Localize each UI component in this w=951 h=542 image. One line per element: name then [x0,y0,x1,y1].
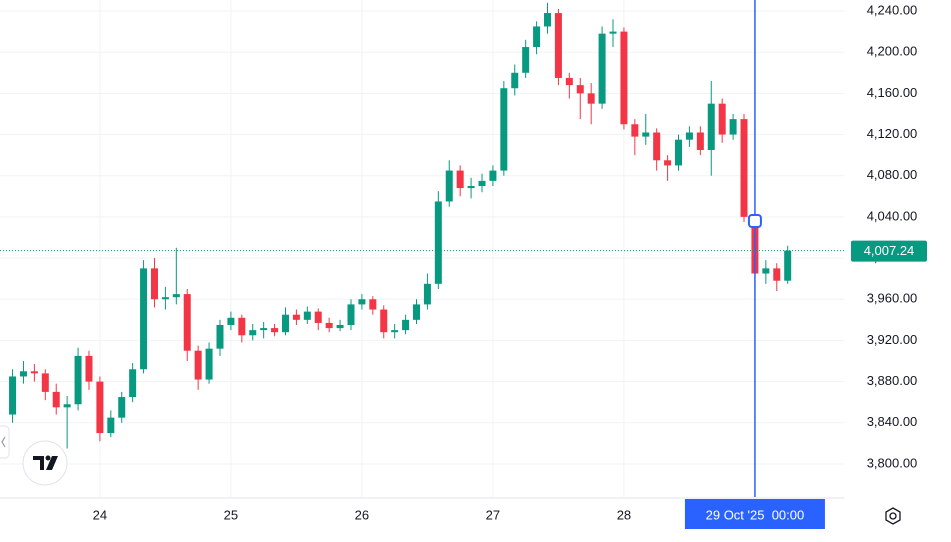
candle-body [216,324,224,349]
candle-body [696,132,704,150]
candle-body [63,404,71,408]
candle-body [522,47,530,73]
candle-body [554,13,562,78]
x-tick-label: 26 [355,507,369,522]
candle-body [347,304,355,325]
candle-body [30,371,38,374]
candle-body [314,311,322,323]
y-tick-label: 3,880.00 [867,373,918,388]
candle-body [576,85,584,94]
candle-body [183,294,191,351]
y-tick-label: 4,200.00 [867,44,918,59]
candle-body [391,330,399,333]
candle-body [729,119,737,135]
candle-body [478,180,486,187]
logo[interactable] [22,440,68,486]
crosshair-time-label: 29 Oct '25 00:00 [706,507,805,522]
candle-body [74,355,82,405]
candle-body [467,186,475,189]
candle-body [544,13,552,27]
candle-body [325,322,333,329]
candle-body [707,103,715,150]
candle-body [511,72,519,89]
x-tick-label: 27 [486,507,500,522]
candle-body [281,314,289,333]
candle-body [642,132,650,137]
y-tick-label: 3,920.00 [867,332,918,347]
candle-body [292,314,300,320]
x-tick-label: 24 [93,507,107,522]
candle-body [227,317,235,325]
candle-body [85,355,93,382]
candle-body [609,31,617,34]
settings-icon[interactable] [885,507,901,525]
candle-body [205,348,213,380]
x-tick-label: 28 [617,507,631,522]
x-tick-label: 25 [224,507,238,522]
candle-body [260,328,268,331]
left-tab[interactable] [0,425,10,459]
candle-body [41,373,49,392]
candle-body [172,294,180,298]
candle-body [500,88,508,171]
candle-body [336,324,344,329]
candle-body [587,93,595,104]
candle-body [118,397,126,418]
y-tick-label: 3,960.00 [867,291,918,306]
y-tick-label: 4,080.00 [867,167,918,182]
y-tick-label: 3,800.00 [867,455,918,470]
candle-body [52,391,60,408]
y-tick-label: 3,840.00 [867,414,918,429]
candle-body [653,132,661,161]
candle-body [412,304,420,320]
y-tick-label: 4,040.00 [867,208,918,223]
candle-body [675,139,683,166]
y-tick-label: 4,160.00 [867,85,918,100]
candle-body [631,124,639,137]
grid [0,0,845,497]
candle-body [784,250,792,281]
last-price-box [851,240,927,262]
candle-body [434,201,442,284]
candle-body [402,319,410,331]
candle-body [238,317,246,336]
candle-body [140,268,148,370]
plot [0,0,845,497]
crosshair-time-box [684,499,825,529]
candle-body [380,309,388,333]
y-tick-label: 4,240.00 [867,2,918,17]
candle-body [9,376,17,415]
candle-body [565,77,573,86]
candle-body [249,330,257,336]
candle-body [456,170,464,189]
crosshair-marker [747,214,762,229]
candle-body [194,350,202,380]
candle-body [598,33,606,104]
candle-body [773,268,781,281]
candle-body [718,103,726,135]
candle-body [489,170,497,181]
candle-body [664,160,672,166]
candle-body [303,311,311,320]
candle-body [271,328,279,333]
y-tick-label: 4,120.00 [867,126,918,141]
candle-body [358,299,366,305]
candle-body [369,299,377,310]
candle-body [107,417,115,434]
last-price-label: 4,007.24 [864,243,915,258]
candle-body [19,371,27,377]
candle-body [129,369,137,398]
candle-body [423,283,431,305]
candle-body [685,132,693,140]
candle-body [620,31,628,125]
candle-body [150,268,158,300]
candle-body [445,170,453,202]
candle-body [161,297,169,300]
candle-body [96,381,104,434]
candle-body [740,119,748,217]
candle-body [533,26,541,48]
candle-body [762,268,770,274]
